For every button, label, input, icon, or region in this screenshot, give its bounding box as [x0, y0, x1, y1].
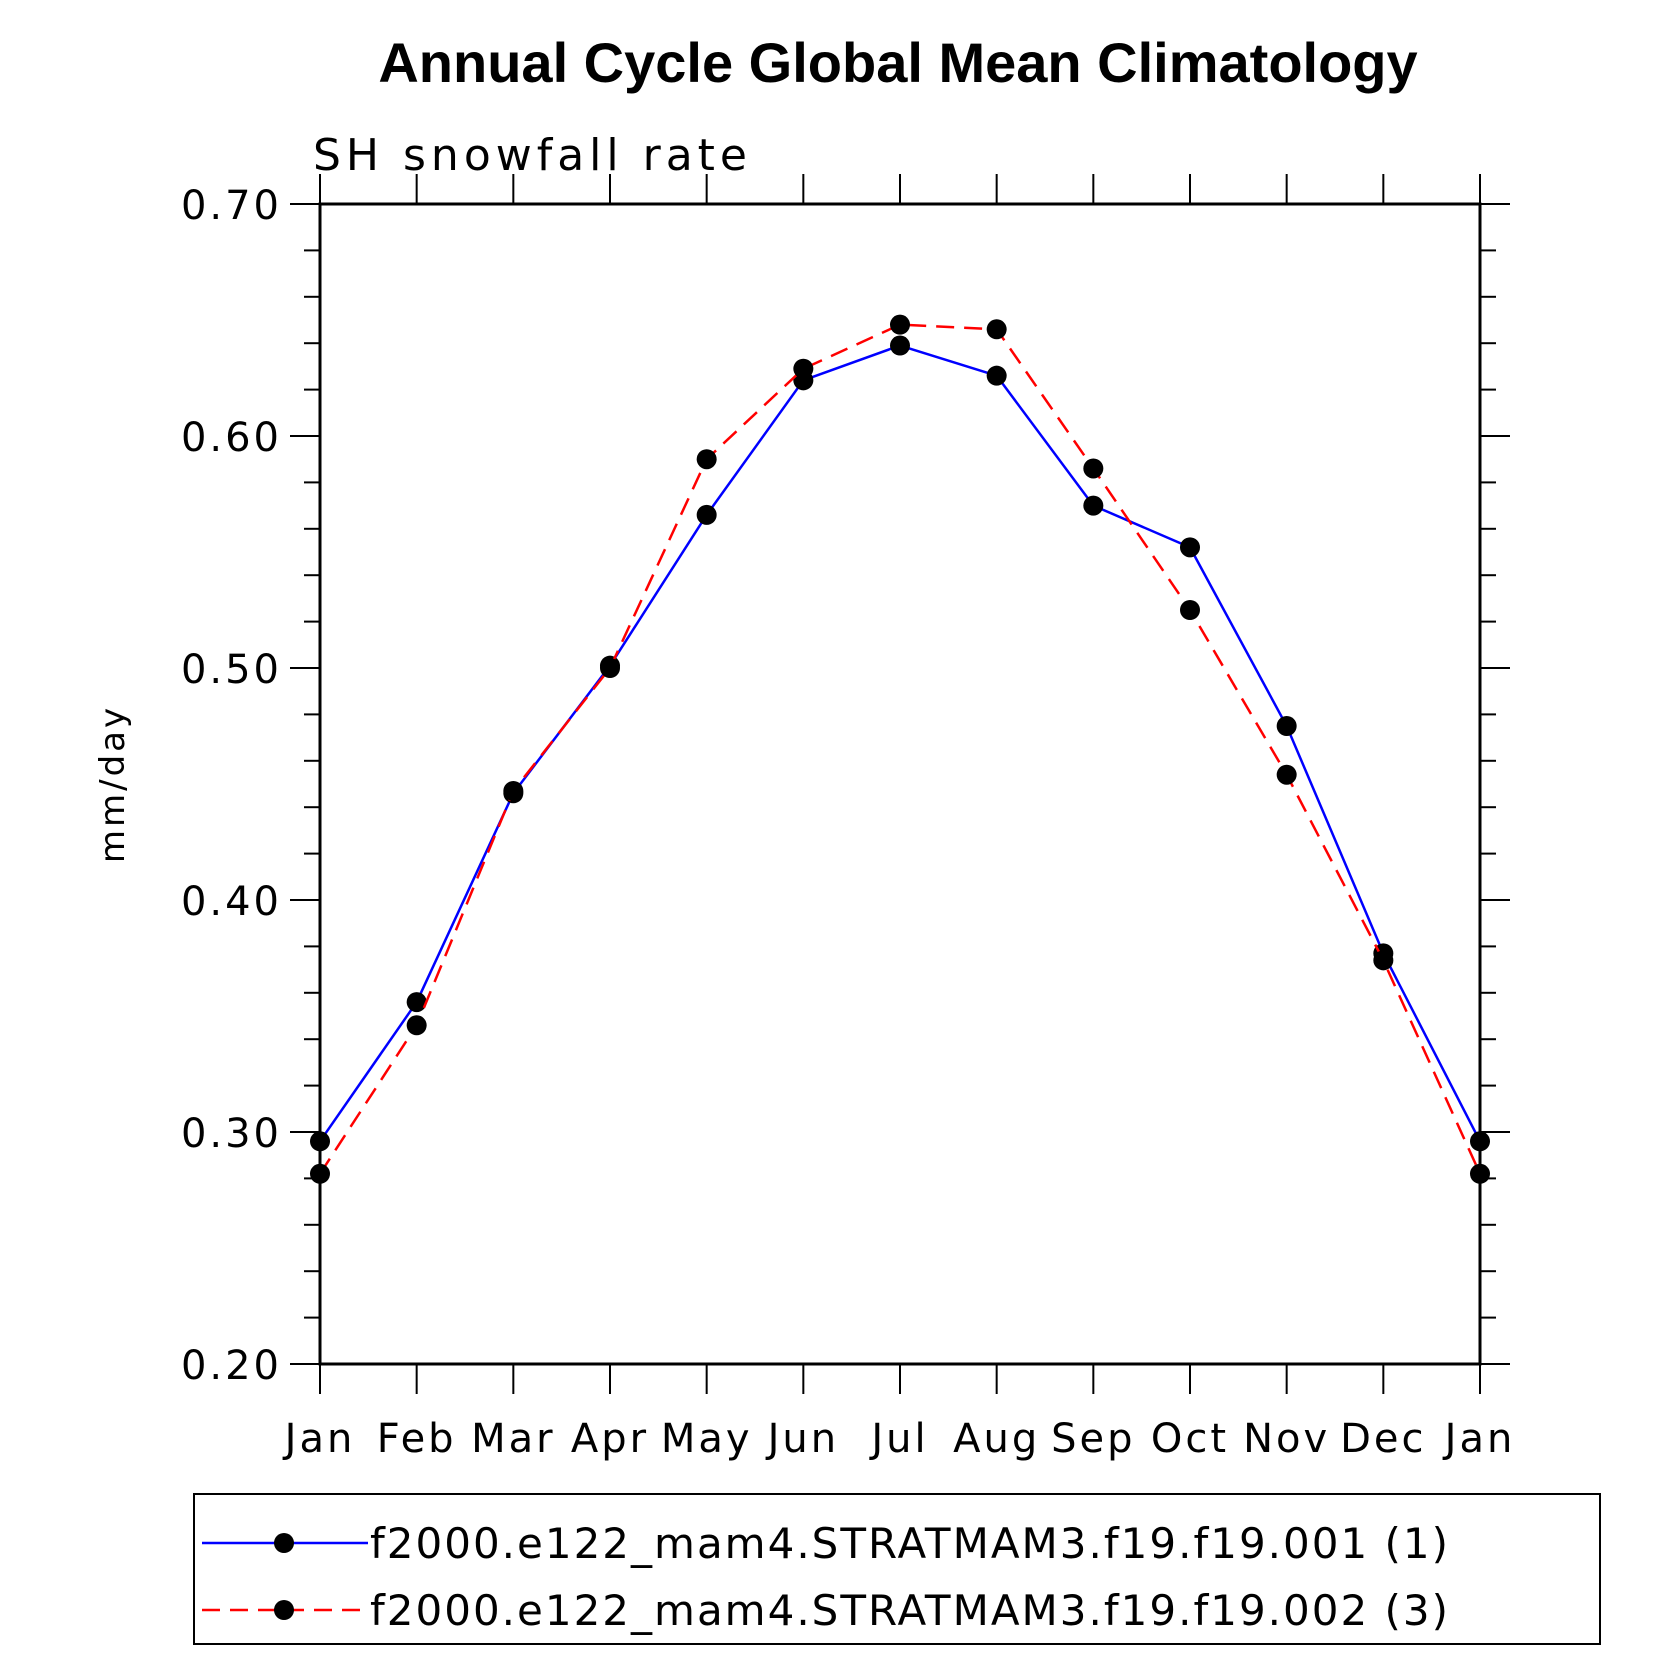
data-point: [696, 449, 717, 470]
legend-entries: f2000.e122_mam4.STRATMAM3.f19.f19.001 (1…: [202, 1519, 1450, 1635]
data-point: [793, 358, 814, 379]
x-tick-label: Nov: [1243, 1416, 1330, 1462]
x-tick-label: Jul: [868, 1416, 928, 1462]
chart-title: Annual Cycle Global Mean Climatology: [378, 31, 1417, 94]
data-point: [1470, 1131, 1490, 1152]
x-tick-label: Dec: [1340, 1416, 1426, 1462]
x-tick-label: Jan: [1442, 1416, 1516, 1462]
legend-label-2: f2000.e122_mam4.STRATMAM3.f19.f19.002 (3…: [370, 1586, 1450, 1635]
x-tick-label: Aug: [953, 1416, 1040, 1462]
series-1: [310, 335, 1490, 1152]
data-point: [1373, 950, 1394, 971]
data-point: [890, 335, 910, 356]
chart-subtitle: SH snowfall rate: [313, 130, 752, 181]
data-point: [1180, 600, 1200, 620]
data-point: [1276, 764, 1297, 785]
axes: 0.20 0.30 0.40 0.50 0.60 0.70 Jan Feb Mar Apr May J…: [181, 174, 1516, 1462]
legend-label-1: f2000.e122_mam4.STRATMAM3.f19.f19.001 (1…: [370, 1519, 1450, 1568]
data-point: [600, 658, 620, 678]
x-tick-label: Oct: [1151, 1416, 1229, 1462]
series-2: [310, 314, 1490, 1184]
y-tick-label: 0.60: [181, 415, 282, 461]
legend-box: [193, 1493, 1601, 1645]
data-point: [503, 780, 524, 801]
y-tick-label: 0.70: [181, 183, 282, 229]
series-line-1: [318, 344, 1482, 1142]
data-point: [406, 992, 427, 1013]
data-point: [890, 314, 910, 335]
x-tick-label: May: [661, 1416, 753, 1462]
legend: f2000.e122_mam4.STRATMAM3.f19.f19.001 (1…: [193, 1493, 1601, 1645]
data-point: [1180, 537, 1200, 558]
data-point: [1083, 458, 1104, 479]
y-axis-label: mm/day: [93, 705, 133, 863]
data-point: [986, 365, 1007, 386]
data-point: [406, 1015, 427, 1036]
data-point: [1083, 495, 1104, 516]
series-layer: [310, 314, 1490, 1184]
series-line-2: [318, 323, 1482, 1175]
x-tick-label: Feb: [377, 1416, 457, 1462]
x-tick-label: Jun: [765, 1416, 840, 1462]
data-point: [986, 319, 1007, 340]
y-tick-label: 0.30: [181, 1111, 282, 1157]
legend-marker-2: [274, 1600, 294, 1620]
plot-frame: [318, 202, 1482, 1366]
y-tick-label: 0.40: [181, 879, 282, 925]
data-point: [1276, 716, 1297, 736]
x-tick-label: Jan: [282, 1416, 356, 1462]
y-tick-label: 0.20: [181, 1343, 282, 1389]
data-point: [696, 504, 717, 525]
x-tick-label: Apr: [571, 1416, 649, 1462]
data-point: [310, 1163, 330, 1184]
x-tick-label: Sep: [1051, 1416, 1135, 1462]
legend-marker-1: [274, 1533, 294, 1553]
data-point: [1470, 1163, 1490, 1184]
data-point: [310, 1131, 330, 1152]
y-tick-label: 0.50: [181, 647, 282, 693]
x-tick-label: Mar: [471, 1416, 555, 1462]
